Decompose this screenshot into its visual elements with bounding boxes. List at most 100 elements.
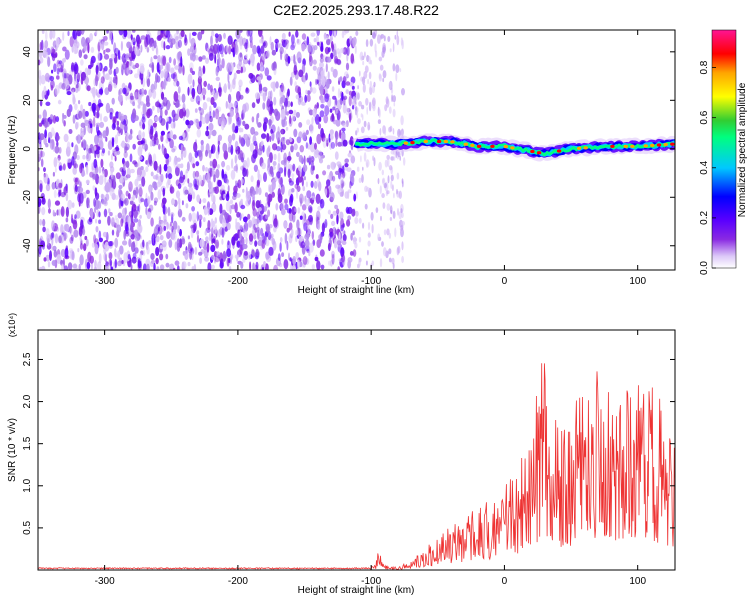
noise-speckle (346, 108, 351, 113)
noise-speckle (210, 218, 214, 228)
noise-speckle (187, 123, 191, 129)
noise-speckle (125, 231, 130, 237)
noise-speckle (126, 167, 131, 179)
noise-speckle (99, 121, 105, 128)
noise-speckle-sparse (361, 104, 365, 110)
noise-speckle (38, 204, 41, 214)
noise-speckle (107, 215, 111, 226)
noise-speckle (105, 73, 110, 81)
noise-speckle (227, 134, 233, 144)
noise-speckle-sparse (377, 178, 380, 185)
noise-speckle (136, 174, 141, 182)
noise-speckle (184, 171, 188, 183)
noise-speckle (247, 251, 252, 260)
noise-speckle (308, 157, 312, 163)
noise-speckle (141, 143, 147, 150)
noise-speckle (150, 261, 154, 267)
noise-speckle (330, 141, 336, 149)
noise-speckle-sparse (386, 228, 390, 236)
noise-speckle-sparse (354, 242, 358, 249)
noise-speckle-sparse (373, 157, 376, 167)
noise-speckle (141, 116, 146, 124)
noise-speckle (321, 222, 325, 234)
noise-speckle (334, 130, 338, 138)
noise-speckle (85, 189, 90, 195)
noise-speckle (153, 80, 158, 90)
noise-speckle (334, 228, 337, 235)
noise-speckle (85, 238, 89, 247)
noise-speckle (280, 141, 283, 153)
noise-speckle-sparse (379, 258, 383, 268)
noise-speckle (132, 160, 138, 165)
noise-speckle (289, 115, 292, 125)
noise-speckle (109, 187, 115, 197)
noise-speckle (258, 80, 261, 85)
noise-speckle (97, 146, 101, 151)
noise-speckle (210, 35, 213, 47)
noise-speckle (320, 70, 325, 81)
noise-speckle (251, 153, 256, 164)
noise-speckle (320, 104, 325, 109)
noise-speckle-sparse (378, 74, 382, 82)
noise-speckle (211, 264, 215, 270)
noise-speckle (225, 100, 228, 109)
noise-speckle (241, 213, 244, 220)
noise-speckle (174, 155, 178, 166)
noise-speckle (311, 230, 314, 240)
noise-speckle (292, 255, 297, 266)
noise-speckle (303, 155, 306, 166)
signal-peak (583, 146, 588, 150)
noise-speckle (206, 172, 211, 184)
noise-speckle (240, 198, 243, 203)
noise-speckle (320, 41, 324, 53)
y-tick-label: -20 (22, 190, 33, 205)
noise-speckle (319, 61, 324, 69)
noise-speckle (325, 75, 327, 83)
noise-speckle (237, 119, 241, 126)
noise-speckle (142, 249, 146, 256)
noise-speckle (177, 197, 181, 206)
noise-speckle (170, 73, 176, 79)
noise-speckle-sparse (401, 39, 404, 50)
x-tick-label: -300 (95, 276, 115, 287)
noise-speckle (132, 108, 137, 119)
noise-speckle (281, 92, 284, 97)
noise-speckle (211, 129, 217, 137)
noise-speckle (187, 48, 191, 56)
noise-speckle (107, 178, 112, 189)
noise-speckle (213, 102, 217, 108)
noise-speckle (284, 232, 288, 244)
noise-speckle (262, 92, 267, 102)
noise-speckle (80, 104, 83, 112)
noise-speckle (335, 184, 341, 189)
noise-speckle (291, 212, 296, 223)
noise-speckle (226, 248, 232, 258)
noise-speckle (253, 140, 258, 147)
noise-speckle-sparse (358, 177, 362, 183)
noise-speckle (292, 163, 296, 172)
noise-speckle (162, 55, 167, 66)
noise-speckle (204, 230, 207, 236)
noise-speckle (124, 207, 128, 215)
noise-speckle-sparse (364, 203, 368, 210)
noise-speckle (42, 226, 46, 233)
noise-speckle (234, 154, 237, 164)
noise-speckle (227, 93, 232, 104)
noise-speckle (139, 121, 142, 126)
noise-speckle (226, 240, 231, 251)
noise-speckle (165, 121, 169, 131)
noise-speckle (64, 49, 70, 60)
noise-speckle (93, 158, 98, 169)
noise-speckle (311, 116, 314, 125)
noise-speckle (350, 76, 356, 84)
noise-speckle-sparse (389, 217, 393, 221)
noise-speckle (269, 135, 272, 142)
noise-speckle (177, 225, 181, 234)
noise-speckle (47, 261, 51, 268)
noise-speckle (310, 32, 316, 37)
noise-speckle (324, 188, 328, 197)
noise-speckle (348, 95, 352, 107)
noise-speckle (53, 63, 57, 73)
noise-speckle (290, 101, 293, 107)
noise-speckle (217, 134, 223, 141)
